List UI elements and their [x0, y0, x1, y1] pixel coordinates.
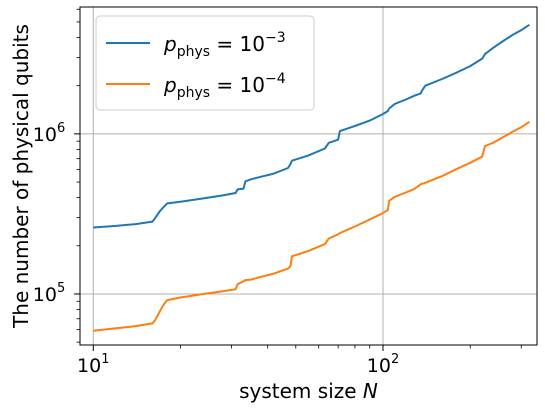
- x-axis-label-variable: N: [363, 379, 378, 403]
- legend-eq: = 10: [210, 32, 265, 56]
- y-tick-exp: 5: [57, 281, 65, 296]
- y-tick-base: 10: [33, 124, 57, 146]
- legend-var: p: [163, 73, 177, 97]
- legend-var: p: [163, 32, 177, 56]
- legend-label: pphys = 10−3: [163, 30, 286, 60]
- x-tick-label: 101: [77, 352, 109, 377]
- legend-eq: = 10: [210, 73, 265, 97]
- plot-frame: [79, 6, 538, 346]
- legend-box: [95, 15, 315, 111]
- legend-exp: −3: [265, 30, 286, 46]
- y-tick-label: 106: [33, 121, 65, 146]
- grid-lines: [80, 7, 537, 345]
- x-tick-exp: 1: [101, 352, 109, 367]
- series-line-1: [93, 23, 530, 229]
- y-tick-exp: 6: [57, 121, 65, 136]
- x-axis-label-text: system size: [239, 379, 363, 403]
- x-tick-base: 10: [367, 355, 391, 377]
- legend-subscript: phys: [177, 44, 210, 60]
- legend-subscript: phys: [177, 85, 210, 101]
- series-lines: [93, 23, 530, 332]
- x-tick-label: 102: [367, 352, 399, 377]
- y-axis-label: The number of physical qubits: [9, 24, 33, 329]
- x-axis-label: system size N: [239, 379, 378, 403]
- x-tick-base: 10: [77, 355, 101, 377]
- x-axis-ticks: 101 102: [77, 345, 522, 377]
- y-tick-base: 10: [33, 284, 57, 306]
- x-tick-exp: 2: [391, 352, 399, 367]
- series-line-2: [93, 120, 530, 332]
- legend-label: pphys = 10−4: [163, 71, 286, 101]
- y-tick-label: 105: [33, 281, 65, 306]
- legend-exp: −4: [265, 71, 286, 87]
